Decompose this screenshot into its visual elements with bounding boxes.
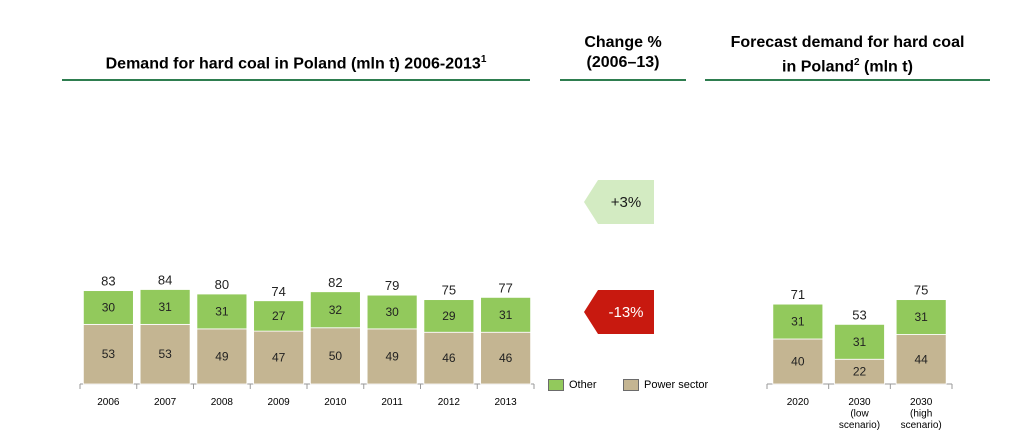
bar-total-label: 83 bbox=[101, 274, 115, 289]
change-other-arrow bbox=[584, 180, 654, 224]
change-title-line1: Change % bbox=[584, 34, 662, 51]
legend-other: Other bbox=[548, 379, 597, 391]
x-tick-label: 2030 bbox=[910, 397, 933, 408]
left-chart-title-text: Demand for hard coal in Poland (mln t) 2… bbox=[105, 55, 481, 73]
legend-power-label: Power sector bbox=[644, 379, 709, 391]
bar-total-label: 53 bbox=[852, 307, 866, 322]
x-tick-label: 2013 bbox=[495, 397, 518, 408]
bar-other-label: 32 bbox=[329, 303, 343, 317]
bar-other-label: 31 bbox=[914, 310, 928, 324]
bar-power-label: 40 bbox=[791, 355, 805, 369]
bar-power-label: 44 bbox=[914, 352, 928, 366]
bar-total-label: 80 bbox=[215, 277, 229, 292]
x-tick-label: 2030 bbox=[848, 397, 871, 408]
bar-other-segment bbox=[253, 300, 305, 332]
bar-total-label: 75 bbox=[914, 283, 928, 298]
bar-power-segment bbox=[366, 328, 418, 385]
bar-other-label: 31 bbox=[499, 308, 513, 322]
bar-power-label: 53 bbox=[158, 347, 172, 361]
bar-other-label: 27 bbox=[272, 309, 286, 323]
bar-other-label: 31 bbox=[158, 300, 172, 314]
bar-total-label: 71 bbox=[791, 287, 805, 302]
x-tick-label: scenario) bbox=[901, 420, 942, 431]
x-tick-label: 2020 bbox=[787, 397, 810, 408]
bar-other-label: 30 bbox=[102, 301, 116, 315]
bar-other-segment bbox=[366, 294, 418, 330]
bar-other-segment bbox=[834, 323, 885, 360]
legend-other-swatch bbox=[548, 379, 564, 391]
x-tick-label: 2009 bbox=[268, 397, 291, 408]
bar-power-label: 49 bbox=[215, 349, 229, 363]
bar-other-segment bbox=[423, 299, 475, 333]
bar-power-segment bbox=[480, 331, 532, 385]
bar-power-segment bbox=[423, 331, 475, 385]
bar-power-segment bbox=[139, 323, 191, 385]
bar-other-label: 31 bbox=[853, 335, 867, 349]
bar-other-label: 31 bbox=[215, 304, 229, 318]
bar-power-label: 47 bbox=[272, 351, 286, 365]
bar-power-label: 46 bbox=[499, 351, 513, 365]
bar-power-label: 46 bbox=[442, 351, 456, 365]
x-tick-label: scenario) bbox=[839, 420, 880, 431]
bar-other-segment bbox=[895, 299, 947, 335]
bar-power-label: 53 bbox=[102, 347, 116, 361]
change-title: Change % (2006–13) bbox=[560, 33, 686, 73]
bar-other-segment bbox=[82, 290, 134, 325]
forecast-title-rule bbox=[705, 79, 990, 81]
change-power-arrow bbox=[584, 290, 654, 334]
legend-other-label: Other bbox=[569, 379, 597, 391]
bar-other-segment bbox=[309, 291, 361, 329]
bar-power-segment bbox=[82, 323, 134, 385]
x-tick-label: 2010 bbox=[324, 397, 347, 408]
bar-power-segment bbox=[253, 330, 305, 385]
bar-other-segment bbox=[139, 289, 191, 325]
legend-power: Power sector bbox=[623, 379, 708, 391]
bar-power-segment bbox=[196, 328, 248, 385]
change-power-arrow-shape bbox=[584, 290, 654, 334]
x-tick-label: 2012 bbox=[438, 397, 461, 408]
bar-total-label: 74 bbox=[271, 284, 285, 299]
bar-other-segment bbox=[196, 293, 248, 330]
bar-other-label: 31 bbox=[791, 315, 805, 329]
x-tick-label: (high bbox=[910, 409, 932, 420]
x-tick-label: 2006 bbox=[97, 397, 120, 408]
forecast-title-line2b: (mln t) bbox=[859, 58, 913, 76]
x-tick-label: 2011 bbox=[381, 397, 403, 408]
change-other-arrow-shape bbox=[584, 180, 654, 224]
change-power-value: -13% bbox=[608, 304, 644, 321]
bar-power-label: 49 bbox=[385, 349, 399, 363]
bar-total-label: 84 bbox=[158, 273, 172, 288]
left-chart-title-footnote: 1 bbox=[480, 54, 487, 65]
forecast-title-line1: Forecast demand for hard coal bbox=[730, 34, 965, 51]
bar-power-segment bbox=[772, 338, 824, 385]
forecast-title-line2a: in Poland bbox=[782, 58, 855, 76]
left-title-rule bbox=[62, 79, 530, 81]
bar-power-label: 50 bbox=[329, 349, 343, 363]
x-tick-label: 2007 bbox=[154, 397, 177, 408]
bar-total-label: 82 bbox=[328, 275, 342, 290]
bar-total-label: 77 bbox=[498, 280, 512, 295]
left-chart-title: Demand for hard coal in Poland (mln t) 2… bbox=[62, 50, 530, 74]
bar-power-label: 22 bbox=[853, 365, 867, 379]
change-other-value: +3% bbox=[610, 194, 642, 211]
forecast-title-footnote: 2 bbox=[854, 57, 860, 68]
bar-total-label: 79 bbox=[385, 278, 399, 293]
legend-power-swatch bbox=[623, 379, 639, 391]
forecast-title-line2: in Poland2 (mln t) bbox=[705, 53, 990, 77]
bar-total-label: 75 bbox=[442, 283, 456, 298]
change-title-rule bbox=[560, 79, 686, 81]
change-title-line2: (2006–13) bbox=[586, 54, 660, 71]
forecast-chart-title: Forecast demand for hard coal in Poland2… bbox=[705, 33, 990, 77]
x-tick-label: (low bbox=[850, 409, 869, 420]
bar-other-segment bbox=[480, 296, 532, 333]
bar-other-label: 30 bbox=[385, 305, 399, 319]
bar-power-segment bbox=[895, 334, 947, 385]
bar-other-segment bbox=[772, 303, 824, 340]
x-tick-label: 2008 bbox=[211, 397, 234, 408]
bar-other-label: 29 bbox=[442, 309, 456, 323]
